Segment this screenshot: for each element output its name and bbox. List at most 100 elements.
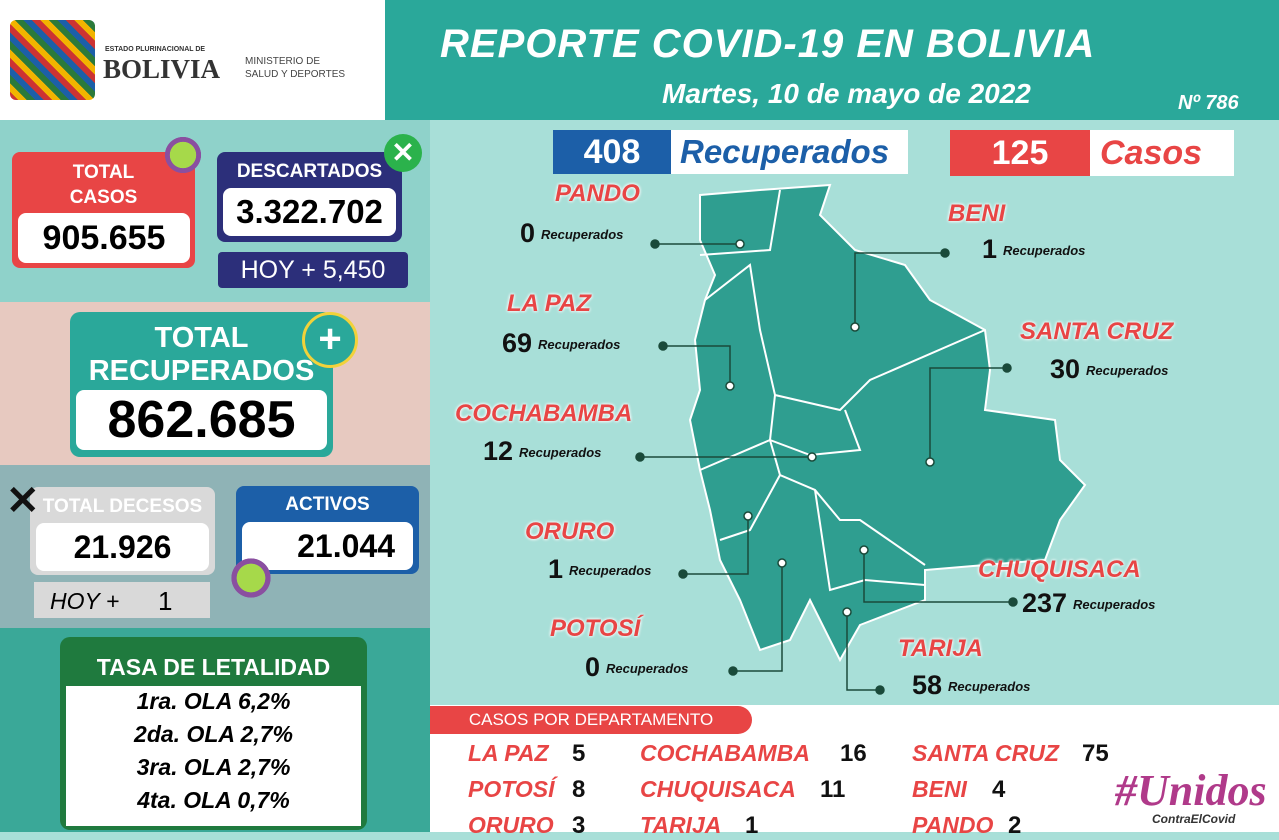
dot — [807, 452, 817, 462]
today: HOY + 5,450 — [218, 252, 408, 288]
hashtag-sub: ContraElCovid — [1152, 812, 1236, 826]
dot — [728, 666, 738, 676]
recuperados-today: 408 — [553, 130, 671, 174]
dept-name: LA PAZ — [507, 290, 591, 317]
dot — [875, 685, 885, 695]
dot — [1008, 597, 1018, 607]
dot — [850, 322, 860, 332]
casos-today: 125 — [950, 130, 1090, 176]
dot — [1002, 363, 1012, 373]
today-label: HOY + — [50, 588, 120, 614]
casos-label: Casos — [1100, 134, 1203, 172]
dot — [777, 558, 787, 568]
ministry: SALUD Y DEPORTES — [245, 69, 346, 80]
report-number: Nº 786 — [1178, 92, 1239, 114]
leader-line — [846, 612, 880, 691]
gov-small: ESTADO PLURINACIONAL DE — [105, 46, 206, 53]
dept-value: 69 — [502, 328, 533, 358]
cpd-value: 75 — [1082, 740, 1109, 767]
letalidad-row: 2da. OLA 2,7% — [134, 721, 293, 747]
cpd-name: BENI — [912, 776, 967, 802]
cpd-name: COCHABAMBA — [640, 740, 810, 766]
value: 905.655 — [18, 213, 190, 263]
dept-label: Recuperados — [541, 227, 624, 242]
dept-value: 12 — [483, 436, 514, 466]
label: ACTIVOS — [285, 494, 370, 515]
cpd-name: PANDO — [912, 812, 994, 838]
gov-big: BOLIVIA — [103, 54, 221, 84]
cpd-name: SANTA CRUZ — [912, 740, 1059, 766]
map — [688, 183, 1087, 663]
cpd-value: 11 — [820, 776, 846, 803]
cpd-value: 8 — [572, 776, 586, 803]
dept-label: Recuperados — [1086, 363, 1169, 378]
letalidad-title: TASA DE LETALIDAD — [96, 654, 331, 680]
cpd-value: 1 — [745, 812, 759, 839]
dept-label: Recuperados — [519, 445, 602, 460]
hashtag: #Unidos — [1115, 766, 1267, 815]
label: TOTAL — [154, 322, 249, 354]
cpd-name: TARIJA — [640, 812, 722, 838]
letalidad-row: 4ta. OLA 0,7% — [137, 787, 290, 813]
letalidad-row: 3ra. OLA 2,7% — [136, 754, 291, 780]
dot — [735, 239, 745, 249]
dot — [842, 607, 852, 617]
leader-line — [663, 345, 731, 386]
date: Martes, 10 de mayo de 2022 — [662, 78, 1031, 109]
logo — [10, 20, 95, 100]
dot — [725, 381, 735, 391]
recuperados-label: Recuperados — [680, 133, 890, 170]
dept-name: SANTA CRUZ — [1020, 318, 1174, 345]
dept-label: Recuperados — [538, 337, 621, 352]
cpd-value: 3 — [572, 812, 586, 839]
dept-value: 0 — [585, 652, 601, 682]
dept-label: Recuperados — [1073, 597, 1156, 612]
virus-icon — [160, 132, 206, 178]
leader-line — [929, 367, 1007, 462]
dept-value: 30 — [1050, 354, 1081, 384]
label: CASOS — [69, 187, 138, 208]
dept-label: Recuperados — [569, 563, 652, 578]
dept-name: PANDO — [555, 180, 640, 207]
cpd-title: CASOS POR DEPARTAMENTO — [430, 706, 752, 734]
letalidad-box — [66, 686, 361, 826]
dept-name: ORURO — [525, 518, 615, 545]
dot — [940, 248, 950, 258]
title: REPORTE COVID-19 EN BOLIVIA — [440, 22, 1096, 66]
dot — [925, 457, 935, 467]
label: TOTAL DECESOS — [42, 496, 203, 517]
leader-line — [683, 516, 749, 575]
cpd-value: 16 — [840, 740, 867, 767]
cpd-value: 5 — [572, 740, 586, 767]
dept-value: 58 — [912, 670, 943, 700]
cpd-value: 2 — [1008, 812, 1022, 839]
dept-value: 237 — [1022, 588, 1068, 618]
label: TOTAL — [72, 162, 135, 183]
dot — [678, 569, 688, 579]
dept-label: Recuperados — [606, 661, 689, 676]
cpd-name: POTOSÍ — [468, 776, 555, 802]
plus-icon: + — [302, 312, 358, 368]
today-box — [34, 582, 210, 618]
ministry: MINISTERIO DE — [245, 56, 321, 67]
dot — [658, 341, 668, 351]
dept-name: TARIJA — [898, 635, 983, 662]
x-icon: ✕ — [384, 134, 422, 172]
value: 3.322.702 — [223, 188, 396, 236]
cpd-name: CHUQUISACA — [640, 776, 796, 802]
dept-name: BENI — [948, 200, 1006, 227]
leader-line — [854, 252, 945, 327]
today-value: 1 — [158, 586, 173, 616]
dot — [635, 452, 645, 462]
label: DESCARTADOS — [236, 161, 383, 182]
cpd-name: ORURO — [468, 812, 554, 838]
dept-label: Recuperados — [1003, 243, 1086, 258]
label: RECUPERADOS — [88, 355, 315, 387]
cpd-name: LA PAZ — [468, 740, 549, 766]
leader-line — [733, 563, 783, 672]
dept-value: 1 — [548, 554, 564, 584]
dept-name: COCHABAMBA — [455, 400, 633, 427]
cpd-value: 4 — [992, 776, 1006, 803]
ribbon-icon: ✕ — [6, 479, 40, 523]
